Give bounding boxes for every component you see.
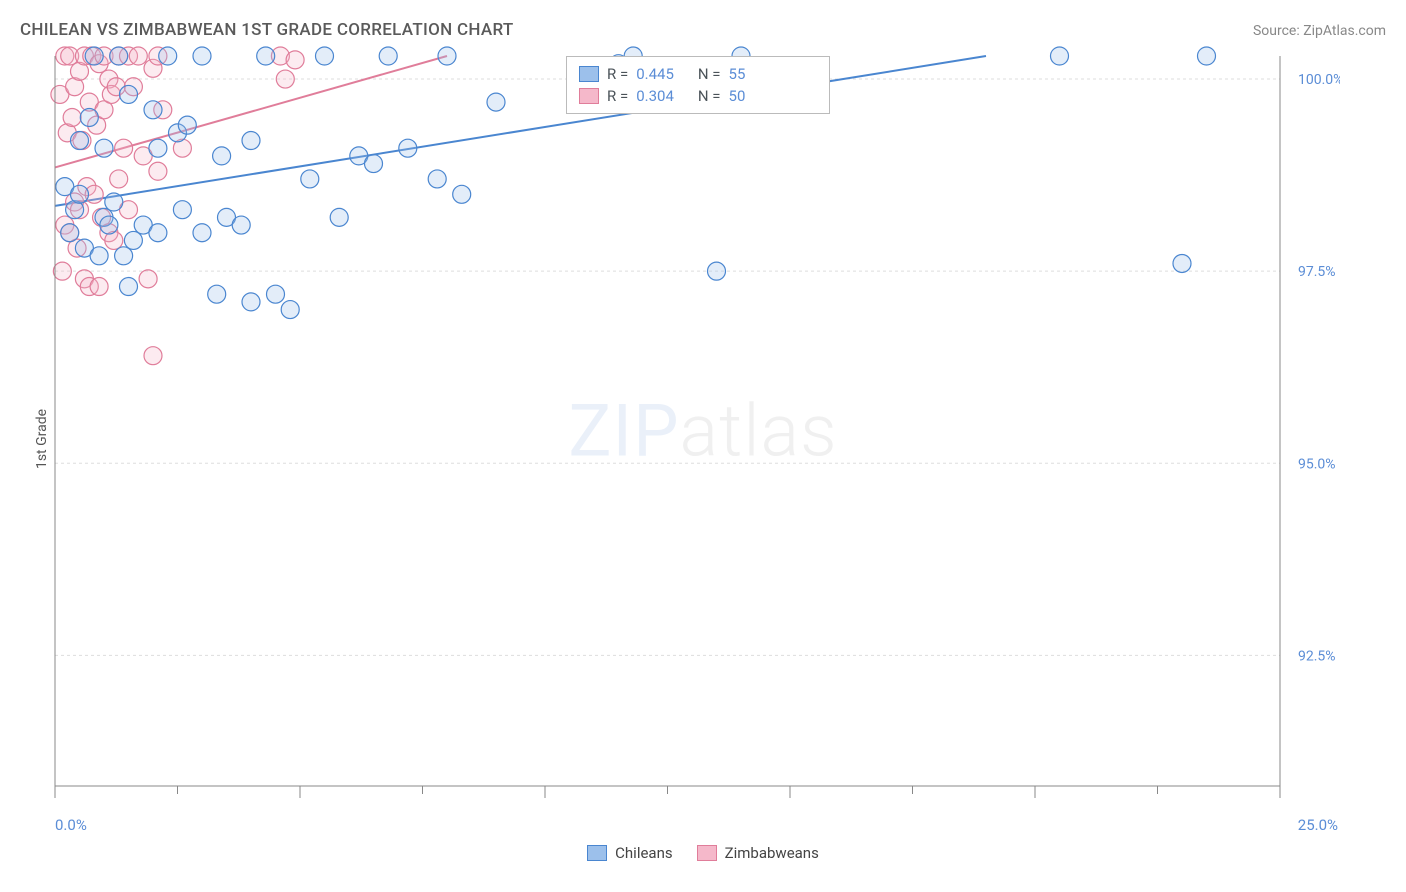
data-point: [149, 224, 167, 242]
data-point: [428, 170, 446, 188]
legend-swatch: [587, 845, 607, 861]
r-value: 0.304: [636, 87, 674, 105]
legend-item: Chileans: [587, 844, 672, 862]
n-value: 50: [729, 87, 746, 105]
data-point: [149, 162, 167, 180]
data-point: [1051, 47, 1069, 65]
data-point: [242, 293, 260, 311]
data-point: [144, 101, 162, 119]
data-point: [100, 216, 118, 234]
legend-label: Chileans: [615, 844, 672, 862]
y-axis-label: 1st Grade: [34, 409, 50, 469]
data-point: [399, 139, 417, 157]
data-point: [110, 47, 128, 65]
data-point: [276, 70, 294, 88]
data-point: [301, 170, 319, 188]
data-point: [1198, 47, 1216, 65]
data-point: [129, 47, 147, 65]
y-tick-label: 100.0%: [1298, 72, 1340, 88]
data-point: [159, 47, 177, 65]
data-point: [232, 216, 250, 234]
data-point: [120, 278, 138, 296]
x-axis-max-label: 25.0%: [1298, 816, 1338, 834]
data-point: [105, 193, 123, 211]
data-point: [115, 139, 133, 157]
data-point: [178, 116, 196, 134]
data-point: [487, 93, 505, 111]
data-point: [85, 47, 103, 65]
data-point: [63, 108, 81, 126]
data-point: [257, 47, 275, 65]
data-point: [379, 47, 397, 65]
r-value: 0.445: [636, 65, 674, 83]
data-point: [213, 147, 231, 165]
data-point: [120, 85, 138, 103]
r-label: R =: [607, 65, 628, 83]
stats-legend-row: R = 0.445 N = 55: [579, 63, 817, 85]
legend-swatch: [579, 88, 599, 104]
data-point: [330, 208, 348, 226]
data-point: [61, 224, 79, 242]
legend-label: Zimbabweans: [725, 844, 819, 862]
data-point: [80, 108, 98, 126]
stats-legend: R = 0.445 N = 55 R = 0.304 N = 50: [566, 56, 830, 114]
data-point: [115, 247, 133, 265]
data-point: [149, 139, 167, 157]
n-value: 55: [729, 65, 746, 83]
legend-item: Zimbabweans: [697, 844, 819, 862]
data-point: [95, 139, 113, 157]
scatter-chart: 92.5% 95.0% 97.5% 100.0%: [20, 46, 1340, 816]
data-point: [281, 301, 299, 319]
data-point: [1173, 254, 1191, 272]
data-point: [144, 347, 162, 365]
data-point: [90, 278, 108, 296]
data-point: [316, 47, 334, 65]
data-point: [124, 231, 142, 249]
data-point: [71, 185, 89, 203]
data-point: [242, 132, 260, 150]
chart-title: CHILEAN VS ZIMBABWEAN 1ST GRADE CORRELAT…: [20, 20, 514, 40]
data-point: [208, 285, 226, 303]
data-point: [365, 155, 383, 173]
legend-swatch: [697, 845, 717, 861]
n-label: N =: [698, 87, 721, 105]
data-point: [71, 132, 89, 150]
y-tick-label: 95.0%: [1298, 456, 1336, 472]
chart-container: 1st Grade 92.5%95.0%97.5%100.0% ZIPatlas…: [20, 46, 1386, 816]
r-label: R =: [607, 87, 628, 105]
data-point: [53, 262, 71, 280]
series-legend: Chileans Zimbabweans: [20, 844, 1386, 862]
x-axis-min-label: 0.0%: [55, 816, 87, 834]
y-tick-label: 92.5%: [1298, 648, 1336, 664]
data-point: [110, 170, 128, 188]
data-point: [139, 270, 157, 288]
stats-legend-row: R = 0.304 N = 50: [579, 85, 817, 107]
legend-swatch: [579, 66, 599, 82]
y-tick-label: 97.5%: [1298, 264, 1336, 280]
data-point: [193, 47, 211, 65]
source-attribution: Source: ZipAtlas.com: [1253, 23, 1386, 39]
data-point: [193, 224, 211, 242]
data-point: [453, 185, 471, 203]
data-point: [286, 51, 304, 69]
data-point: [90, 247, 108, 265]
data-point: [708, 262, 726, 280]
data-point: [173, 201, 191, 219]
data-point: [438, 47, 456, 65]
data-point: [267, 285, 285, 303]
n-label: N =: [698, 65, 721, 83]
